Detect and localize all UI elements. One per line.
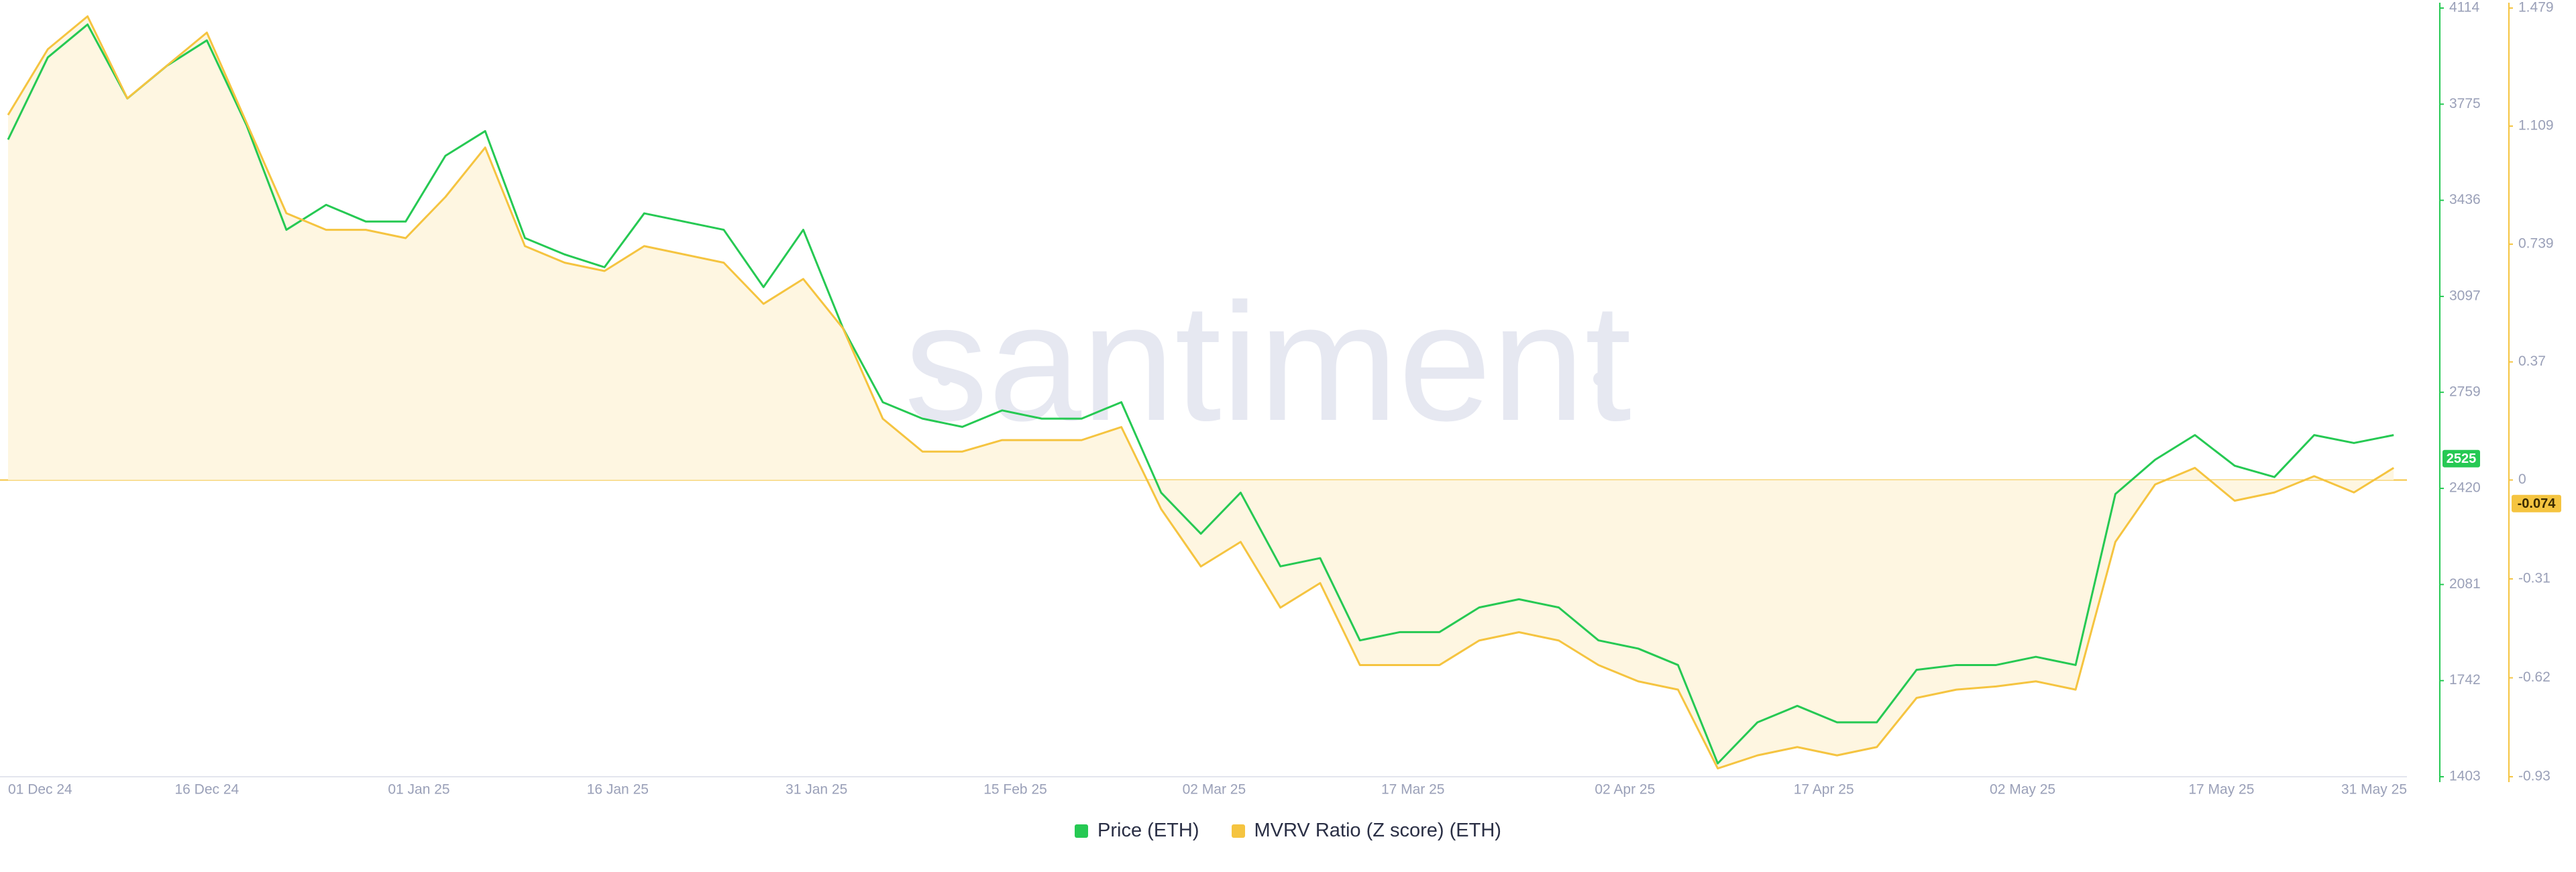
y-tick-label: 1742	[2449, 672, 2481, 688]
watermark: santiment	[904, 268, 1631, 455]
watermark-dot	[938, 372, 951, 386]
legend-label: MVRV Ratio (Z score) (ETH)	[1254, 820, 1501, 841]
legend-swatch	[1231, 824, 1245, 838]
y-tick-label: 3097	[2449, 288, 2481, 303]
y2-tick-label: -0.62	[2518, 669, 2551, 685]
series-line	[7, 15, 2395, 770]
y2-tick-label: -0.93	[2518, 769, 2551, 784]
y-tick-label: 1403	[2449, 769, 2481, 784]
current-label: 2525	[2447, 451, 2477, 466]
x-tick-label: 31 Jan 25	[786, 782, 847, 798]
x-tick-label: 17 May 25	[2188, 782, 2254, 798]
current-badge	[2512, 494, 2561, 512]
y-tick-label: 4114	[2449, 0, 2479, 15]
y-tick-label: 2081	[2449, 576, 2481, 592]
series-line	[7, 23, 2394, 765]
y2-tick-label: 0.37	[2518, 353, 2546, 369]
x-tick-label: 17 Mar 25	[1381, 782, 1445, 798]
legend: Price (ETH) MVRV Ratio (Z score) (ETH)	[0, 820, 2576, 842]
watermark-dot	[1593, 372, 1607, 386]
legend-item[interactable]: MVRV Ratio (Z score) (ETH)	[1231, 820, 1501, 842]
y2-tick-label: -0.31	[2518, 571, 2551, 586]
y-tick-label: 2420	[2449, 480, 2481, 496]
y2-tick-label: 1.109	[2518, 118, 2554, 133]
x-tick-label: 01 Jan 25	[388, 782, 449, 798]
x-tick-label: 02 May 25	[1990, 782, 2055, 798]
x-tick-label: 15 Feb 25	[983, 782, 1047, 798]
y-tick-label: 3436	[2449, 192, 2481, 207]
chart: santiment 01 Dec 24 16 Dec 24 01 Jan 25 16 …	[0, 0, 2561, 798]
x-tick-label: 01 Dec 24	[8, 782, 72, 798]
x-tick-label: 02 Apr 25	[1595, 782, 1655, 798]
y-tick-label: 2759	[2449, 384, 2481, 399]
x-tick-label: 17 Apr 25	[1794, 782, 1854, 798]
legend-item[interactable]: Price (ETH)	[1075, 820, 1199, 842]
area-fill	[8, 16, 2394, 769]
y-tick-label: 3775	[2449, 96, 2481, 111]
y2-tick-label: 1.479	[2518, 0, 2554, 15]
current-label: -0.074	[2518, 496, 2557, 511]
y2-tick-label: 0	[2518, 472, 2526, 487]
current-badge	[2443, 449, 2480, 468]
legend-swatch	[1075, 824, 1089, 838]
x-tick-label: 16 Jan 25	[587, 782, 649, 798]
x-tick-label: 31 May 25	[2341, 782, 2407, 798]
legend-label: Price (ETH)	[1097, 820, 1199, 841]
x-tick-label: 02 Mar 25	[1183, 782, 1246, 798]
y2-tick-label: 0.739	[2518, 236, 2554, 252]
x-tick-label: 16 Dec 24	[174, 782, 239, 798]
